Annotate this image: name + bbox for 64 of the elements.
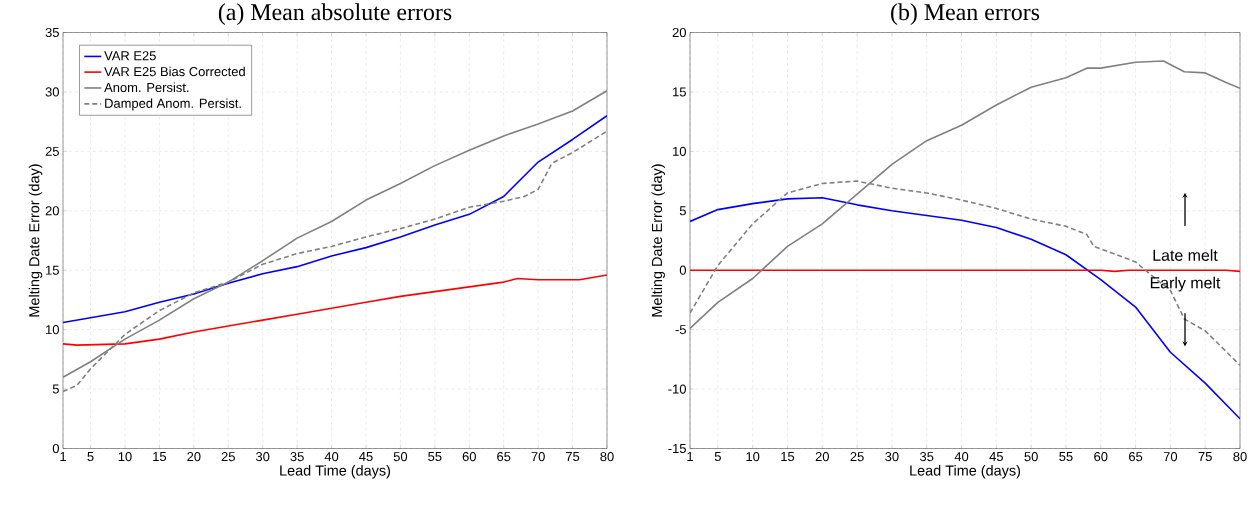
y-tick-label: 20 [672, 28, 686, 38]
y-tick-label: 15 [46, 265, 59, 275]
x-tick-label: 70 [531, 452, 545, 462]
x-tick-label: 15 [153, 452, 167, 462]
x-tick-label: 20 [187, 452, 201, 462]
x-tick-label: 80 [1233, 452, 1247, 462]
legend-label: VAR E25 [104, 51, 156, 61]
x-tick-label: 30 [255, 452, 270, 462]
x-axis-title: Lead Time (days) [280, 465, 391, 479]
y-tick-label: 30 [45, 87, 59, 97]
x-tick-label: 70 [1163, 452, 1178, 462]
x-tick-label: 60 [1094, 452, 1108, 462]
x-tick-label: 65 [1129, 452, 1143, 462]
x-tick-label: 80 [600, 452, 614, 462]
annotation: Early melt [1150, 277, 1221, 292]
y-tick-label: -5 [675, 325, 686, 335]
y-tick-label: -10 [668, 384, 686, 394]
x-tick-label: 50 [393, 452, 408, 462]
y-tick-label: 10 [673, 147, 686, 157]
y-tick-label: 5 [52, 384, 59, 394]
x-tick-label: 65 [497, 452, 511, 462]
x-tick-label: 55 [428, 452, 442, 462]
y-tick-label: 0 [679, 265, 686, 276]
x-tick-label: 1 [60, 452, 66, 462]
x-tick-label: 20 [815, 452, 829, 462]
x-axis-title: Lead Time (days) [910, 465, 1021, 479]
x-tick-label: 1 [687, 452, 693, 462]
annotation: Late melt [1153, 249, 1218, 262]
x-tick-label: 55 [1059, 452, 1073, 462]
x-tick-label: 5 [87, 452, 94, 462]
y-axis-title: Melting Date Error (day) [651, 164, 665, 317]
x-tick-label: 40 [324, 452, 339, 462]
chart-title: (b) Mean errors [891, 3, 1040, 26]
y-tick-label: 20 [45, 206, 59, 216]
y-tick-label: 10 [46, 325, 59, 335]
x-tick-label: 45 [359, 452, 373, 462]
line-series [690, 197, 1241, 420]
x-tick-label: 75 [1198, 452, 1212, 462]
chart-title: (a) Mean absolute errors [218, 3, 452, 26]
y-axis-title: Melting Date Error (day) [28, 164, 43, 317]
x-tick-label: 35 [920, 452, 934, 462]
x-tick-label: 40 [954, 452, 969, 462]
x-tick-label: 25 [850, 452, 864, 462]
x-tick-label: 10 [746, 452, 760, 462]
line-series [63, 115, 607, 324]
x-tick-label: 15 [781, 452, 795, 462]
x-tick-label: 50 [1024, 452, 1038, 462]
x-tick-label: 10 [118, 452, 132, 462]
y-tick-label: 5 [679, 206, 686, 216]
x-tick-label: 60 [462, 452, 476, 462]
x-tick-label: 75 [566, 452, 580, 462]
y-tick-label: 25 [45, 147, 59, 157]
y-tick-label: 35 [45, 28, 59, 38]
y-tick-label: 15 [673, 87, 686, 97]
x-tick-label: 25 [221, 452, 235, 462]
legend-label: VAR E25 Bias Corrected [104, 66, 245, 77]
x-tick-label: 45 [989, 452, 1003, 462]
legend-label: Anom. Persist. [104, 82, 189, 93]
y-tick-label: 0 [52, 444, 59, 454]
x-tick-label: 30 [885, 452, 899, 462]
x-tick-label: 35 [290, 452, 304, 462]
y-tick-label: -15 [668, 444, 686, 454]
legend-label: Damped Anom. Persist. [105, 98, 241, 111]
x-tick-label: 5 [714, 452, 721, 462]
